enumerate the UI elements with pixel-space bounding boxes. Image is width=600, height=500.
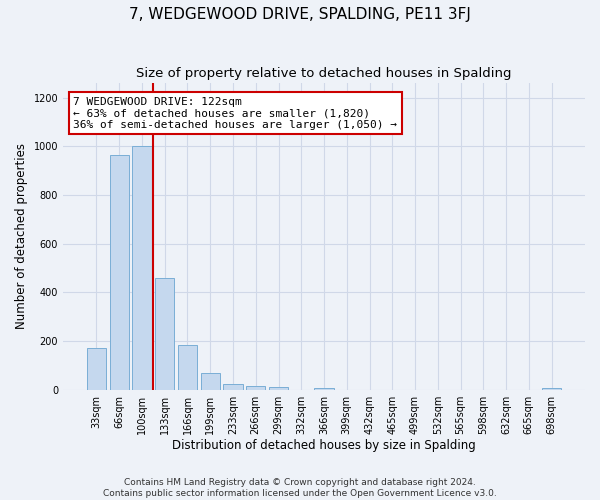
Bar — [132, 146, 152, 390]
Bar — [155, 278, 175, 390]
Bar — [200, 372, 220, 390]
Bar — [223, 384, 242, 390]
Bar — [87, 348, 106, 390]
Y-axis label: Number of detached properties: Number of detached properties — [15, 144, 28, 330]
X-axis label: Distribution of detached houses by size in Spalding: Distribution of detached houses by size … — [172, 440, 476, 452]
Title: Size of property relative to detached houses in Spalding: Size of property relative to detached ho… — [136, 68, 512, 80]
Text: 7, WEDGEWOOD DRIVE, SPALDING, PE11 3FJ: 7, WEDGEWOOD DRIVE, SPALDING, PE11 3FJ — [129, 8, 471, 22]
Bar — [269, 388, 288, 390]
Bar — [542, 388, 561, 390]
Bar — [110, 155, 129, 390]
Bar — [246, 386, 265, 390]
Text: 7 WEDGEWOOD DRIVE: 122sqm
← 63% of detached houses are smaller (1,820)
36% of se: 7 WEDGEWOOD DRIVE: 122sqm ← 63% of detac… — [73, 97, 397, 130]
Text: Contains HM Land Registry data © Crown copyright and database right 2024.
Contai: Contains HM Land Registry data © Crown c… — [103, 478, 497, 498]
Bar — [178, 344, 197, 390]
Bar — [314, 388, 334, 390]
